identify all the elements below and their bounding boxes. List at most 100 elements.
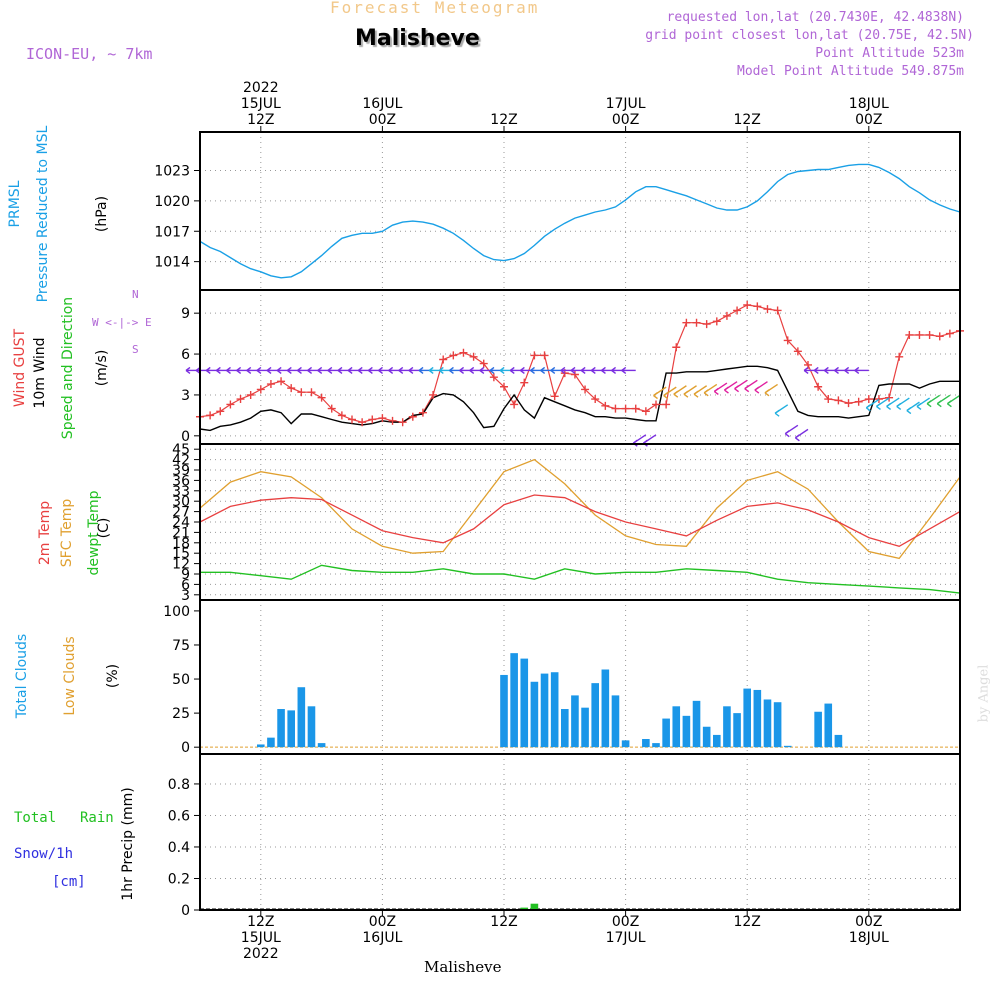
gust-point bbox=[601, 401, 610, 410]
gust-point bbox=[337, 411, 346, 420]
cloud-bar bbox=[702, 726, 711, 748]
wind-arrow-head bbox=[479, 366, 485, 374]
cloud-bar bbox=[257, 744, 265, 748]
gust-point bbox=[530, 351, 539, 360]
compass-s: S bbox=[132, 343, 139, 356]
x-tick-label-top: 2022 15JUL 12Z bbox=[240, 80, 281, 128]
requested-location: requested lon,lat (20.7430E, 42.4838N) bbox=[666, 10, 964, 25]
wind-arrow-head bbox=[428, 366, 434, 374]
wind-arrow-head bbox=[703, 389, 709, 397]
snow-label: Snow/1h bbox=[14, 846, 74, 862]
station-name: Malisheve bbox=[355, 26, 480, 51]
wind-arrow-head bbox=[469, 366, 475, 374]
gust-point bbox=[358, 418, 367, 427]
wind-arrow-head bbox=[744, 385, 750, 393]
wind-arrow-head bbox=[378, 366, 383, 374]
gust-point bbox=[854, 397, 863, 406]
y-tick-label: 0.6 bbox=[168, 808, 190, 824]
gust-point bbox=[388, 416, 397, 425]
cloud-bar bbox=[571, 695, 579, 748]
gust-point bbox=[520, 378, 529, 387]
y-tick-label: 0.8 bbox=[168, 777, 190, 793]
y-tick-label: 24 bbox=[172, 515, 190, 531]
cloud-bar bbox=[297, 687, 306, 748]
footer-station: Malisheve bbox=[424, 958, 502, 976]
wind-arrow-head bbox=[256, 366, 262, 374]
y-tick-label: 1014 bbox=[154, 255, 190, 271]
y-tick-label: 15 bbox=[172, 546, 190, 562]
wind-arrow-head bbox=[865, 404, 871, 412]
x-tick-label-top: 18JUL 00Z bbox=[848, 96, 889, 128]
wind-arrow-head bbox=[327, 366, 333, 374]
wind-arrow-head bbox=[438, 366, 444, 374]
wind-arrow-head bbox=[286, 366, 292, 374]
cloud-bar bbox=[763, 699, 772, 748]
gust-point bbox=[439, 355, 448, 364]
cloud-bar bbox=[520, 658, 529, 748]
precip-bar bbox=[520, 907, 529, 910]
y-tick-label: 3 bbox=[181, 388, 190, 404]
gust-point bbox=[905, 330, 914, 339]
compass-e: E bbox=[145, 316, 152, 329]
y-tick-label: 27 bbox=[172, 505, 190, 521]
wind-arrow-head bbox=[784, 430, 790, 438]
dewpt-line bbox=[200, 564, 961, 594]
cloud-bar bbox=[682, 715, 691, 748]
gust-point bbox=[540, 351, 549, 360]
gust-point bbox=[297, 388, 306, 397]
y-tick-label: 18 bbox=[172, 536, 190, 552]
wind-arrow-head bbox=[519, 366, 525, 374]
wind-arrow-head bbox=[813, 366, 819, 374]
wind-arrow-head bbox=[337, 366, 343, 374]
gust-point bbox=[398, 418, 407, 427]
gust-point bbox=[925, 330, 934, 339]
cloud-bar bbox=[733, 713, 741, 748]
y-tick-label: 0 bbox=[181, 429, 190, 445]
cloud-bar bbox=[642, 739, 650, 748]
cloud-bar bbox=[692, 700, 701, 748]
wind-arrow-head bbox=[367, 366, 373, 374]
wind-arrow-head bbox=[357, 366, 363, 374]
gust-point bbox=[814, 382, 823, 391]
model-altitude: Model Point Altitude 549.875m bbox=[737, 64, 964, 79]
wind-arrow-head bbox=[794, 434, 800, 442]
gust-point bbox=[348, 415, 356, 424]
wind-arrow-head bbox=[266, 366, 272, 374]
wind-arrow-head bbox=[886, 402, 892, 410]
wind-arrow-head bbox=[317, 366, 323, 374]
gust-point bbox=[652, 400, 660, 409]
gust-point bbox=[824, 395, 833, 404]
cloud-bar bbox=[550, 672, 559, 748]
wind-arrow-head bbox=[307, 366, 313, 374]
x-tick-label-bottom: 00Z 18JUL bbox=[848, 914, 889, 946]
wind-arrow-head bbox=[601, 366, 606, 374]
wind-arrow-head bbox=[459, 366, 465, 374]
gust-point bbox=[327, 404, 336, 413]
cloud-bar bbox=[500, 674, 508, 748]
t2m-line bbox=[199, 494, 961, 548]
wind-arrow-head bbox=[449, 366, 454, 374]
y-tick-label: 9 bbox=[181, 567, 190, 583]
cloud-bar bbox=[540, 673, 549, 748]
gust-point bbox=[945, 329, 954, 338]
wind-arrow-head bbox=[418, 366, 424, 374]
cloud-bar bbox=[834, 734, 843, 748]
gust-point bbox=[844, 399, 853, 408]
wind-arrow-head bbox=[408, 366, 414, 374]
cloud-bar bbox=[814, 711, 822, 748]
gust-point bbox=[733, 306, 742, 315]
cloud-bar bbox=[824, 703, 833, 748]
gust-point bbox=[570, 370, 579, 379]
wind-arrow-head bbox=[724, 386, 729, 394]
wind-arrow-head bbox=[764, 389, 770, 397]
cloud-bar bbox=[652, 743, 660, 748]
cloud-bar bbox=[621, 740, 630, 748]
cloud-bar bbox=[530, 681, 539, 748]
gust-point bbox=[266, 380, 275, 389]
panel-frame-0 bbox=[199, 131, 961, 291]
y-tick-label: 25 bbox=[172, 706, 190, 722]
wind-arrow-head bbox=[844, 366, 850, 374]
gust-point bbox=[895, 352, 904, 361]
wind-arrow-head bbox=[489, 366, 495, 374]
